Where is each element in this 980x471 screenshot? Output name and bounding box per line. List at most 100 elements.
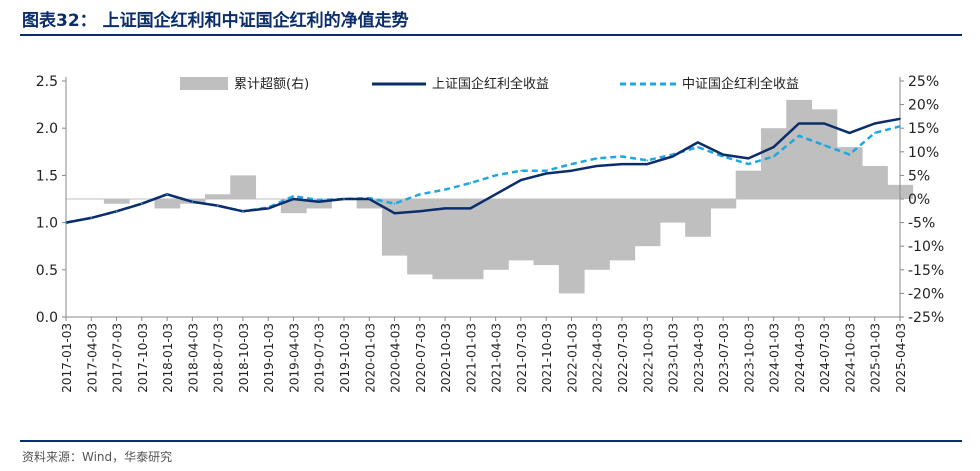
legend: 累计超额(右) 上证国企红利全收益 中证国企红利全收益 — [180, 76, 799, 92]
zz-data-point — [216, 204, 219, 207]
zz-data-point — [823, 144, 825, 146]
zz-data-point — [444, 188, 446, 191]
excess-bar — [356, 199, 383, 209]
x-tick-label: 2021-10-03 — [540, 323, 554, 393]
x-tick-label: 2023-01-03 — [667, 323, 681, 393]
zz-data-point — [419, 193, 421, 196]
x-tick-label: 2020-07-03 — [414, 323, 428, 393]
x-tick-label: 2018-04-03 — [186, 323, 200, 393]
excess-bar — [659, 199, 686, 223]
sh-data-point — [545, 172, 547, 175]
sh-data-point — [747, 157, 750, 160]
left-tick-label: 1.0 — [36, 216, 58, 232]
sh-data-point — [621, 163, 623, 165]
excess-bar — [103, 199, 130, 204]
sh-data-point — [317, 201, 320, 203]
zz-data-point — [747, 163, 750, 165]
excess-bar — [685, 199, 711, 237]
x-tick-label: 2019-07-03 — [313, 323, 327, 393]
sh-data-point — [798, 122, 800, 125]
zz-data-point — [469, 182, 472, 184]
x-tick-label: 2022-10-03 — [641, 323, 655, 393]
x-tick-label: 2022-04-03 — [591, 323, 605, 393]
zz-data-point — [848, 153, 851, 156]
right-tick-label: 5% — [908, 168, 930, 184]
x-tick-label: 2018-10-03 — [237, 323, 251, 393]
x-tick-label: 2023-04-03 — [692, 323, 706, 393]
sh-data-point — [823, 122, 825, 125]
zz-data-point — [722, 155, 724, 158]
excess-bar — [533, 199, 560, 266]
source-note: 资料来源：Wind，华泰研究 — [22, 450, 173, 464]
excess-bar — [584, 199, 610, 270]
series-lines-layer — [65, 117, 901, 224]
legend-excess-swatch — [180, 77, 228, 90]
zz-data-point — [393, 202, 396, 205]
sh-data-point — [444, 207, 446, 210]
zz-data-point — [141, 202, 143, 205]
x-tick-label: 2020-01-03 — [363, 323, 377, 393]
sh-data-point — [595, 165, 598, 167]
x-tick-label: 2019-04-03 — [287, 323, 301, 393]
excess-bar — [432, 199, 459, 280]
x-tick-label: 2020-04-03 — [389, 323, 403, 393]
zz-data-point — [621, 155, 623, 158]
sh-data-point — [570, 169, 573, 172]
zz-data-point — [368, 197, 371, 199]
excess-bar — [710, 199, 737, 209]
x-tick-label: 2020-10-03 — [439, 323, 453, 393]
x-tick-label: 2017-07-03 — [111, 323, 125, 393]
zz-data-point — [292, 195, 295, 197]
zz-data-point — [166, 193, 168, 196]
left-tick-label: 2.5 — [36, 74, 58, 90]
zz-data-point — [115, 210, 118, 213]
legend-sh-label: 上证国企红利全收益 — [432, 76, 549, 92]
zz-data-point — [899, 125, 901, 128]
left-tick-label: 0.5 — [36, 263, 58, 279]
sh-data-point — [469, 207, 472, 210]
x-tick-label: 2021-04-03 — [490, 323, 504, 393]
x-tick-label: 2024-01-03 — [768, 323, 782, 393]
legend-excess-label: 累计超额(右) — [234, 77, 309, 92]
excess-bar — [786, 99, 813, 199]
zz-data-point — [595, 157, 598, 160]
zz-data-point — [545, 169, 547, 172]
excess-bar — [483, 199, 509, 270]
sh-data-point — [646, 163, 649, 165]
x-tick-label: 2025-01-03 — [869, 323, 883, 393]
x-tick-label: 2018-07-03 — [212, 323, 226, 393]
right-tick-label: -20% — [908, 286, 944, 302]
x-tick-label: 2024-10-03 — [843, 323, 857, 393]
sh-data-point — [873, 122, 876, 125]
zz-data-point — [90, 217, 93, 219]
zz-data-point — [343, 198, 345, 200]
x-tick-label: 2019-10-03 — [338, 323, 352, 393]
zz-data-point — [65, 221, 67, 224]
x-tick-label: 2022-07-03 — [616, 323, 630, 393]
sh-data-point — [520, 179, 522, 181]
x-tick-label: 2023-07-03 — [717, 323, 731, 393]
right-tick-label: 10% — [908, 145, 939, 161]
sh-data-point — [697, 141, 699, 144]
excess-bar — [735, 170, 762, 199]
x-tick-label: 2018-01-03 — [161, 323, 175, 393]
bottom-rule — [20, 440, 962, 442]
chart-title: 图表32： 上证国企红利和中证国企红利的净值走势 — [22, 11, 409, 31]
excess-bar — [862, 165, 888, 199]
left-tick-label: 0.0 — [36, 310, 58, 326]
left-tick-label: 2.0 — [36, 121, 58, 137]
excess-bar — [230, 175, 257, 199]
right-tick-label: 25% — [908, 74, 939, 90]
zz-data-point — [267, 206, 269, 209]
chart-canvas: 0.0 0.5 1.0 1.5 2.0 2.5 -25% -20% -15% -10% -5% 0% 5… — [36, 74, 944, 393]
axes-layer: 0.0 0.5 1.0 1.5 2.0 2.5 -25% -20% -15% -10% -5% 0% 5… — [36, 74, 944, 393]
zz-data-point — [520, 169, 522, 172]
zz-data-point — [646, 159, 649, 162]
sh-data-point — [292, 198, 295, 200]
sh-data-point — [393, 212, 396, 214]
zz-data-point — [697, 146, 699, 148]
right-tick-label: 20% — [908, 98, 939, 114]
zz-data-point — [317, 199, 320, 201]
excess-bar — [205, 194, 231, 199]
excess-bar — [306, 199, 332, 209]
